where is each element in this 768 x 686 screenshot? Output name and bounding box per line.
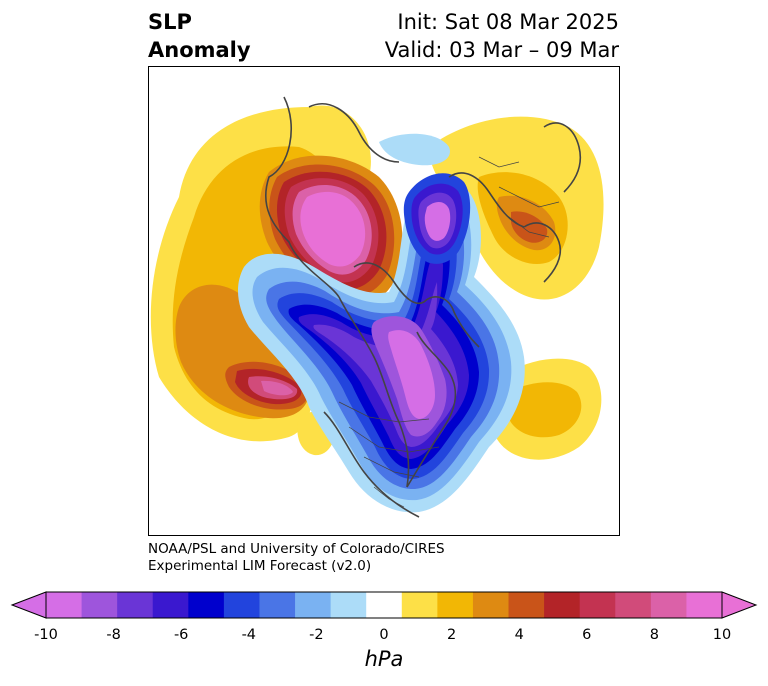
colorbar-tick-label: 0 [379,627,389,643]
colorbar-swatch [508,592,545,618]
colorbar-svg [10,591,758,619]
colorbar-swatch [472,592,510,618]
colorbar-tick-label: 2 [446,627,457,643]
colorbar-swatch [366,592,403,618]
colorbar-swatch [579,592,616,618]
colorbar-tick-label: -10 [34,627,58,643]
colorbar-frame [45,591,723,619]
credit: NOAA/PSL and University of Colorado/CIRE… [148,541,445,575]
chart-title: SLP Anomaly [148,8,251,64]
colorbar-swatch [223,592,260,618]
colorbar-tick-label: 4 [514,627,524,643]
colorbar-tick-label: 10 [712,627,732,643]
colorbar-swatch [544,592,581,618]
colorbar-tick-label: -6 [173,627,189,643]
date-info: Init: Sat 08 Mar 2025 Valid: 03 Mar – 09… [385,8,619,64]
colorbar [0,588,768,628]
colorbar-swatch [437,592,474,618]
colorbar-swatch [46,592,83,618]
colorbar-tick-label: -8 [106,627,121,643]
colorbar-under-arrow [10,591,47,619]
credit-line-1: NOAA/PSL and University of Colorado/CIRE… [148,541,445,557]
colorbar-tick-label: 8 [649,627,660,643]
map-canvas [150,96,604,518]
colorbar-tick-label: -4 [241,627,257,643]
borders [338,156,560,508]
colorbar-swatch [330,592,367,618]
colorbar-swatch [650,592,687,618]
init-date: Init: Sat 08 Mar 2025 [397,10,619,34]
title-line-1: SLP [148,10,192,34]
colorbar-tick-label: -2 [309,627,324,643]
colorbar-swatch [117,592,154,618]
valid-dates: Valid: 03 Mar – 09 Mar [384,38,619,62]
colorbar-swatch [188,592,225,618]
negative-anomaly-north-europe [379,133,450,166]
colorbar-swatch [295,592,332,618]
colorbar-swatch [81,592,118,618]
coastlines [264,96,582,518]
colorbar-swatch [686,592,723,618]
title-line-2: Anomaly [148,38,251,62]
colorbar-over-arrow [721,591,758,619]
colorbar-swatch [615,592,652,618]
colorbar-ticks: -10 -8 -6 -4 -2 0 2 4 6 8 10 [0,627,768,647]
negative-anomaly-greenland [403,173,471,264]
anomaly-map [148,66,620,536]
colorbar-swatch [401,592,438,618]
colorbar-unit-label: hPa [364,647,404,671]
colorbar-swatch [259,592,296,618]
credit-line-2: Experimental LIM Forecast (v2.0) [148,558,372,574]
colorbar-tick-label: 6 [582,627,592,643]
colorbar-swatch [152,592,189,618]
